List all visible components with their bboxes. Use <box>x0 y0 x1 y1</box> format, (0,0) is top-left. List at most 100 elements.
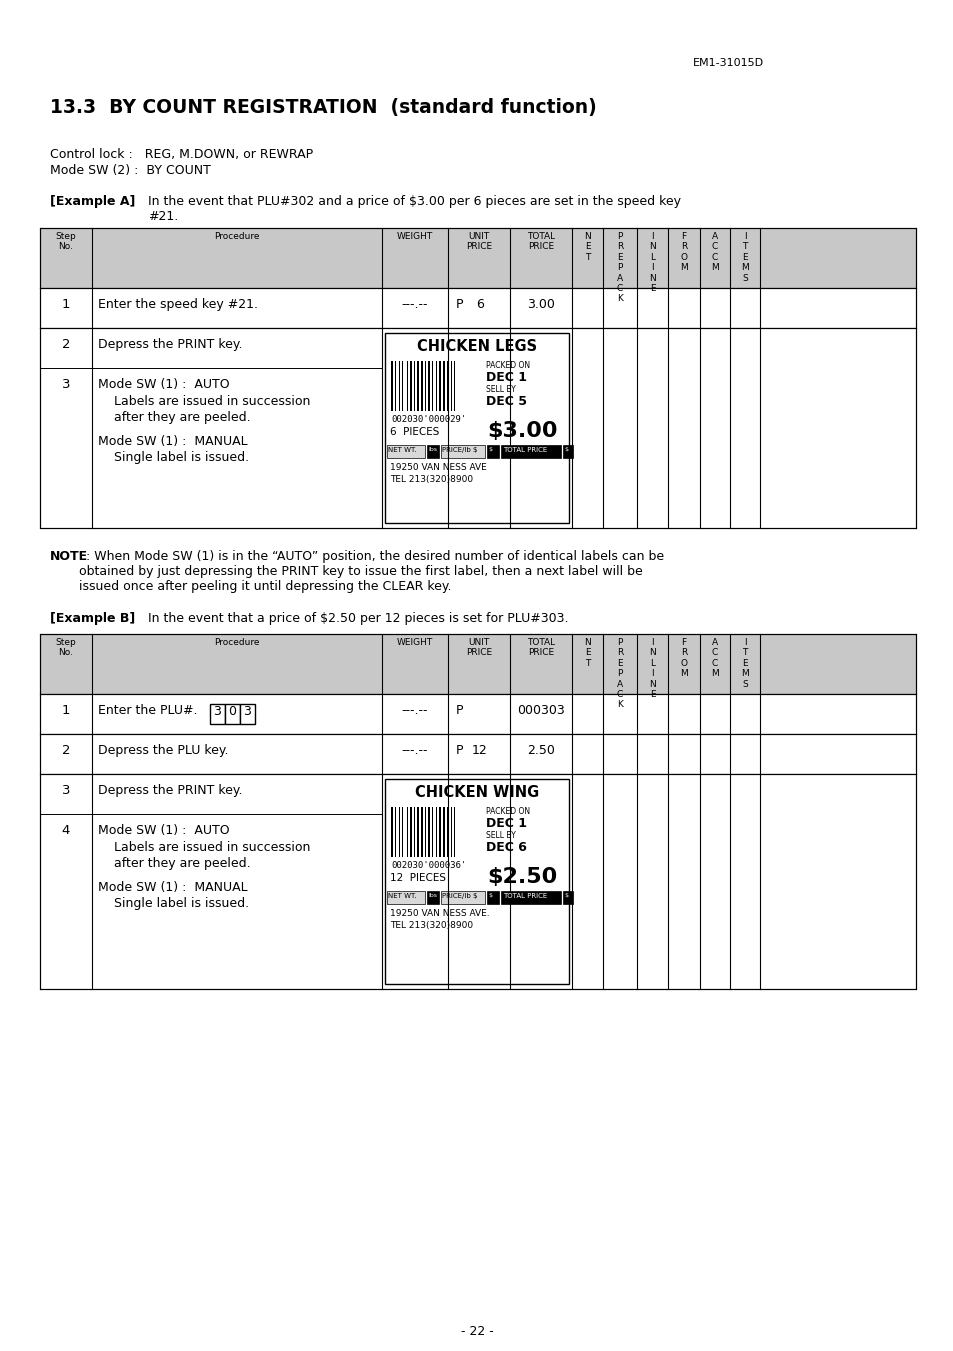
Text: SELL BY: SELL BY <box>485 385 516 394</box>
Text: EM1-31015D: EM1-31015D <box>692 58 763 68</box>
Text: PACKED ON: PACKED ON <box>485 807 530 816</box>
Text: 002030'000029': 002030'000029' <box>391 415 466 424</box>
Text: A
C
C
M: A C C M <box>710 232 719 272</box>
Bar <box>40 634 915 694</box>
Bar <box>428 361 430 411</box>
Text: Step
No.: Step No. <box>55 232 76 251</box>
Text: Depress the PRINT key.: Depress the PRINT key. <box>98 338 242 351</box>
Text: DEC 6: DEC 6 <box>485 842 526 854</box>
Text: P
R
E
P
A
C
K: P R E P A C K <box>617 638 622 709</box>
Bar <box>225 704 240 724</box>
Bar <box>438 807 440 857</box>
Text: SELL BY: SELL BY <box>485 831 516 840</box>
Text: DEC 1: DEC 1 <box>485 372 526 384</box>
Text: F
R
O
M: F R O M <box>679 232 687 272</box>
Bar <box>385 332 568 523</box>
Bar <box>398 807 399 857</box>
Text: PRICE/lb $: PRICE/lb $ <box>441 447 477 453</box>
Bar <box>438 361 440 411</box>
Text: TEL 213(320)8900: TEL 213(320)8900 <box>390 476 473 484</box>
Bar <box>210 704 225 724</box>
Text: issued once after peeling it until depressing the CLEAR key.: issued once after peeling it until depre… <box>67 580 451 593</box>
Text: $3.00: $3.00 <box>486 422 557 440</box>
Bar <box>420 807 422 857</box>
Text: I
N
L
I
N
E: I N L I N E <box>648 638 655 698</box>
Text: Mode SW (2) :  BY COUNT: Mode SW (2) : BY COUNT <box>50 163 211 177</box>
Text: Single label is issued.: Single label is issued. <box>113 897 249 911</box>
Text: N
E
T: N E T <box>583 232 590 262</box>
Text: F
R
O
M: F R O M <box>679 638 687 678</box>
Bar <box>40 228 915 288</box>
Text: 12: 12 <box>472 744 487 757</box>
Bar <box>420 361 422 411</box>
Text: Mode SW (1) :  MANUAL: Mode SW (1) : MANUAL <box>98 435 248 449</box>
Bar <box>447 807 448 857</box>
Bar <box>440 892 484 904</box>
Bar <box>562 892 573 904</box>
Text: I
T
E
M
S: I T E M S <box>740 232 748 282</box>
Text: 2: 2 <box>62 744 71 757</box>
Bar <box>454 361 455 411</box>
Bar <box>414 807 415 857</box>
Bar <box>440 444 484 458</box>
Text: [Example A]: [Example A] <box>50 195 135 208</box>
Text: 1: 1 <box>62 299 71 311</box>
Text: DEC 1: DEC 1 <box>485 817 526 830</box>
Bar <box>500 444 560 458</box>
Text: obtained by just depressing the PRINT key to issue the first label, then a next : obtained by just depressing the PRINT ke… <box>67 565 642 578</box>
Bar <box>414 361 415 411</box>
Bar <box>416 807 418 857</box>
Text: 12  PIECES: 12 PIECES <box>390 873 446 884</box>
Bar <box>486 892 498 904</box>
Bar <box>424 361 426 411</box>
Text: 3.00: 3.00 <box>526 299 555 311</box>
Text: UNIT
PRICE: UNIT PRICE <box>465 232 492 251</box>
Text: TOTAL
PRICE: TOTAL PRICE <box>526 232 555 251</box>
Bar <box>447 361 448 411</box>
Text: WEIGHT: WEIGHT <box>396 232 433 240</box>
Bar <box>407 807 408 857</box>
Bar <box>451 807 452 857</box>
Text: Mode SW (1) :  MANUAL: Mode SW (1) : MANUAL <box>98 881 248 894</box>
Text: 6  PIECES: 6 PIECES <box>390 427 439 436</box>
Bar <box>442 361 444 411</box>
Text: lbs: lbs <box>428 893 436 898</box>
Text: A
C
C
M: A C C M <box>710 638 719 678</box>
Bar <box>500 892 560 904</box>
Text: 3: 3 <box>213 705 221 717</box>
Text: CHICKEN WING: CHICKEN WING <box>415 785 538 800</box>
Text: TOTAL PRICE: TOTAL PRICE <box>502 447 547 453</box>
Text: after they are peeled.: after they are peeled. <box>113 857 251 870</box>
Text: 1: 1 <box>62 704 71 717</box>
Text: TOTAL PRICE: TOTAL PRICE <box>502 893 547 898</box>
Text: $: $ <box>563 447 567 453</box>
Text: - 22 -: - 22 - <box>460 1325 493 1337</box>
Text: : When Mode SW (1) is in the “AUTO” position, the desired number of identical la: : When Mode SW (1) is in the “AUTO” posi… <box>82 550 663 563</box>
Text: lbs: lbs <box>428 447 436 453</box>
Text: I
N
L
I
N
E: I N L I N E <box>648 232 655 293</box>
Bar <box>391 361 393 411</box>
Text: 6: 6 <box>476 299 483 311</box>
Bar <box>385 780 568 984</box>
Bar <box>562 444 573 458</box>
Text: 002030'000036': 002030'000036' <box>391 861 466 870</box>
Text: Single label is issued.: Single label is issued. <box>113 451 249 463</box>
Text: Mode SW (1) :  AUTO: Mode SW (1) : AUTO <box>98 378 230 390</box>
Text: P: P <box>456 299 463 311</box>
Text: ---.--: ---.-- <box>401 299 428 311</box>
Bar <box>40 774 915 989</box>
Bar <box>410 361 412 411</box>
Text: Labels are issued in succession: Labels are issued in succession <box>113 394 310 408</box>
Bar <box>40 288 915 328</box>
Text: DEC 5: DEC 5 <box>485 394 526 408</box>
Text: $: $ <box>488 893 492 898</box>
Text: after they are peeled.: after they are peeled. <box>113 411 251 424</box>
Text: ---.--: ---.-- <box>401 744 428 757</box>
Bar <box>391 807 393 857</box>
Bar <box>40 328 915 528</box>
Text: In the event that a price of $2.50 per 12 pieces is set for PLU#303.: In the event that a price of $2.50 per 1… <box>148 612 568 626</box>
Text: P: P <box>456 744 463 757</box>
Bar <box>416 361 418 411</box>
Text: [Example B]: [Example B] <box>50 612 135 626</box>
Bar <box>401 807 402 857</box>
